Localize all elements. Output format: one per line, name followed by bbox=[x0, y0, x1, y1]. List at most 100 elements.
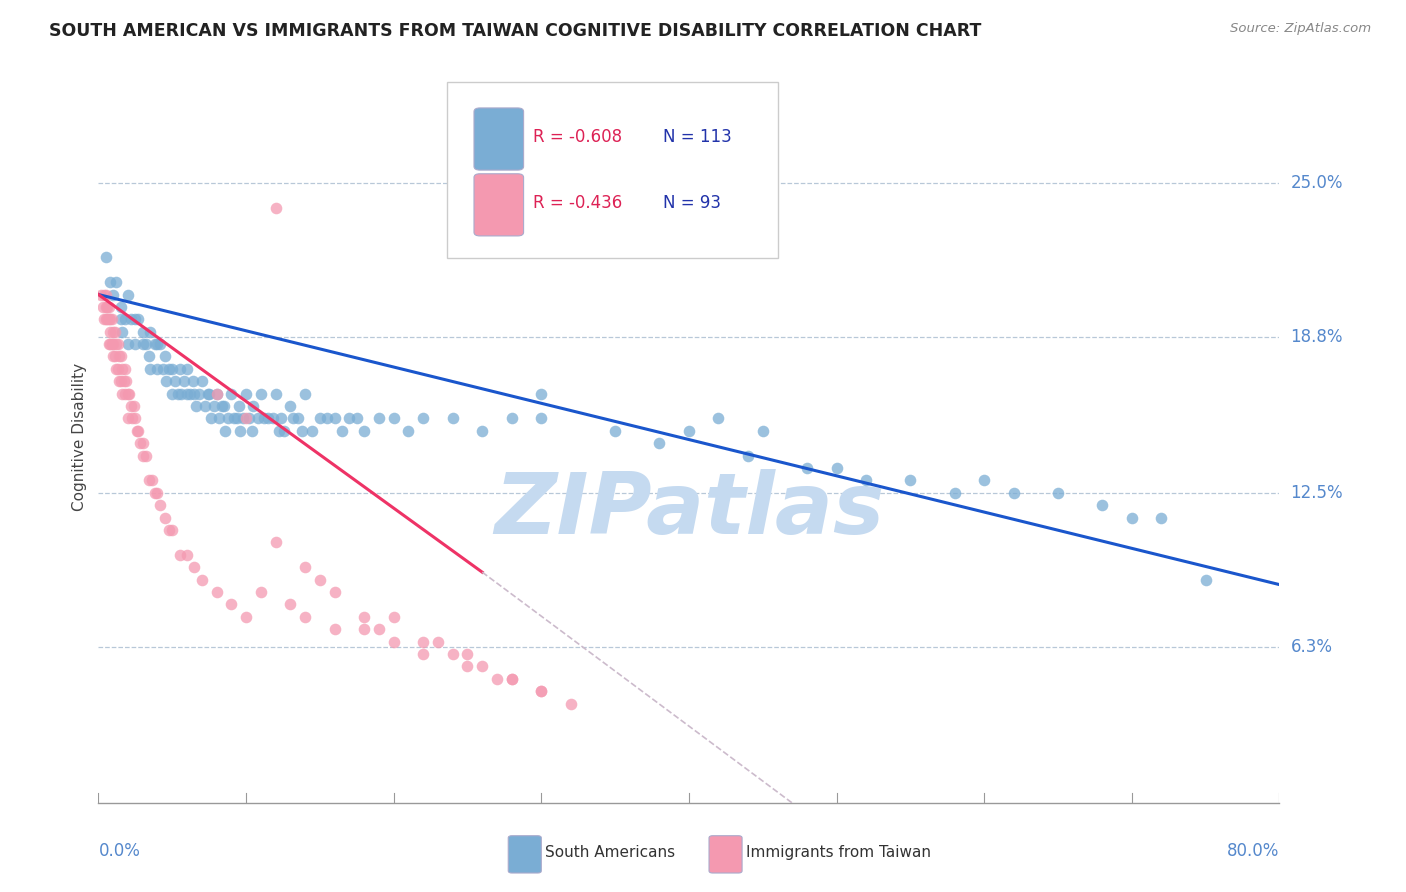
Point bbox=[262, 411, 284, 425]
Text: 12.5%: 12.5% bbox=[1291, 483, 1343, 502]
Point bbox=[648, 436, 671, 450]
Point bbox=[179, 386, 201, 401]
Point bbox=[471, 659, 494, 673]
Point bbox=[111, 362, 134, 376]
Point bbox=[270, 411, 292, 425]
Point bbox=[240, 424, 263, 438]
Point bbox=[96, 312, 118, 326]
Point bbox=[471, 424, 494, 438]
Point bbox=[97, 312, 120, 326]
Point bbox=[202, 399, 225, 413]
Point bbox=[752, 424, 775, 438]
Text: R = -0.608: R = -0.608 bbox=[533, 128, 623, 146]
Point bbox=[224, 411, 246, 425]
Point bbox=[287, 411, 309, 425]
Point bbox=[167, 386, 190, 401]
Point bbox=[943, 486, 966, 500]
Point bbox=[104, 350, 127, 364]
Point bbox=[398, 424, 420, 438]
Point bbox=[173, 374, 195, 388]
Text: N = 93: N = 93 bbox=[664, 194, 721, 212]
Point bbox=[205, 386, 228, 401]
Point bbox=[1091, 498, 1114, 512]
Point bbox=[457, 659, 479, 673]
Point bbox=[235, 386, 257, 401]
Point bbox=[283, 411, 305, 425]
Point bbox=[737, 449, 759, 463]
Point bbox=[250, 585, 273, 599]
Point bbox=[973, 474, 995, 488]
Point bbox=[132, 337, 155, 351]
Point bbox=[796, 461, 818, 475]
Point bbox=[93, 287, 115, 301]
Point bbox=[707, 411, 730, 425]
Text: R = -0.436: R = -0.436 bbox=[533, 194, 623, 212]
Point bbox=[91, 300, 114, 314]
Point bbox=[427, 634, 450, 648]
Point bbox=[211, 399, 233, 413]
Point bbox=[162, 362, 183, 376]
Point bbox=[294, 610, 316, 624]
Point bbox=[382, 411, 405, 425]
Point bbox=[323, 585, 346, 599]
FancyBboxPatch shape bbox=[474, 174, 523, 236]
Point bbox=[128, 436, 150, 450]
Point bbox=[132, 449, 155, 463]
Point bbox=[153, 350, 176, 364]
Point bbox=[122, 399, 145, 413]
Point bbox=[229, 424, 252, 438]
Point bbox=[280, 399, 302, 413]
Point bbox=[162, 386, 183, 401]
Point bbox=[98, 312, 121, 326]
Point bbox=[412, 647, 434, 661]
Point bbox=[221, 386, 243, 401]
Point bbox=[98, 275, 121, 289]
Point bbox=[176, 548, 198, 562]
Point bbox=[97, 337, 120, 351]
Point bbox=[323, 622, 346, 636]
Point bbox=[94, 250, 117, 264]
FancyBboxPatch shape bbox=[508, 836, 541, 873]
Text: 6.3%: 6.3% bbox=[1291, 638, 1333, 656]
Point bbox=[194, 399, 217, 413]
Point bbox=[605, 424, 627, 438]
Point bbox=[117, 287, 139, 301]
Point bbox=[132, 436, 155, 450]
Point bbox=[294, 560, 316, 574]
Point bbox=[176, 362, 198, 376]
Text: Source: ZipAtlas.com: Source: ZipAtlas.com bbox=[1230, 22, 1371, 36]
Point bbox=[105, 275, 128, 289]
Text: 80.0%: 80.0% bbox=[1227, 842, 1279, 860]
Point bbox=[103, 337, 125, 351]
Point bbox=[143, 486, 166, 500]
Point bbox=[98, 325, 121, 339]
Point bbox=[117, 386, 139, 401]
Point bbox=[353, 622, 375, 636]
Point bbox=[1195, 573, 1218, 587]
Point bbox=[105, 337, 128, 351]
Point bbox=[330, 424, 353, 438]
Point bbox=[170, 386, 193, 401]
Point bbox=[169, 362, 191, 376]
Point bbox=[273, 424, 295, 438]
Point bbox=[94, 312, 117, 326]
Point bbox=[1150, 510, 1173, 524]
Point bbox=[108, 350, 131, 364]
Point bbox=[120, 399, 142, 413]
Point bbox=[149, 498, 172, 512]
Point bbox=[198, 386, 221, 401]
Text: Immigrants from Taiwan: Immigrants from Taiwan bbox=[745, 845, 931, 860]
Point bbox=[162, 523, 183, 537]
Point bbox=[226, 411, 249, 425]
Point bbox=[501, 411, 523, 425]
Point bbox=[214, 424, 236, 438]
Point bbox=[176, 386, 198, 401]
Point bbox=[200, 411, 222, 425]
Point bbox=[191, 374, 214, 388]
Point bbox=[301, 424, 323, 438]
Point bbox=[353, 424, 375, 438]
Point bbox=[112, 374, 135, 388]
Point bbox=[153, 510, 176, 524]
Point bbox=[501, 672, 523, 686]
Point bbox=[121, 411, 143, 425]
